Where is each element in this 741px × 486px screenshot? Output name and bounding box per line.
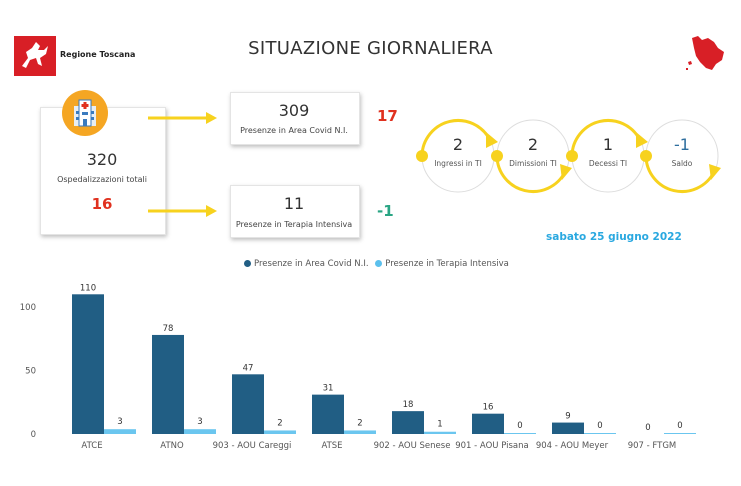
flow-value-decessi: 1 — [602, 135, 614, 154]
intensive-value: 11 — [283, 194, 305, 213]
flow-label-dimissioni: Dimissioni TI — [509, 159, 557, 168]
pegasus-icon — [22, 42, 48, 68]
org-name: Regione Toscana — [60, 50, 136, 59]
bar-covid — [472, 413, 504, 434]
report-date: sabato 25 giugno 2022 — [546, 231, 682, 243]
legend-dot-intensive — [375, 260, 383, 267]
y-tick-label: 100 — [20, 303, 36, 313]
flow-label-saldo: Saldo — [671, 159, 693, 168]
data-label-intensive: 3 — [197, 417, 202, 427]
chart-legend: Presenze in Area Covid N.I. Presenze in … — [244, 259, 509, 269]
hospital-icon — [62, 90, 108, 136]
intensive-card — [230, 185, 360, 238]
bar-intensive — [264, 430, 296, 434]
data-label-covid: 110 — [80, 283, 96, 293]
page-title: SITUAZIONE GIORNALIERA — [248, 38, 493, 59]
covid-area-delta: 17 — [377, 107, 398, 125]
data-label-intensive: 3 — [117, 417, 122, 427]
bar-covid — [392, 411, 424, 434]
flow-value-saldo: -1 — [674, 135, 690, 154]
data-label-covid: 78 — [163, 324, 174, 334]
arrow-to-covid-icon — [148, 112, 217, 124]
x-tick-label: ATNO — [160, 441, 184, 451]
legend-dot-covid — [244, 260, 251, 267]
flow-label-decessi: Decessi TI — [588, 159, 628, 168]
bar-intensive — [504, 433, 536, 434]
intensive-delta: -1 — [377, 202, 394, 220]
x-tick-label: 903 - AOU Careggi — [213, 441, 292, 451]
flow-label-ingressi: Ingressi in TI — [434, 159, 482, 168]
hospitalizations-label: Ospedalizzazioni totali — [57, 175, 147, 184]
data-label-covid: 9 — [565, 412, 570, 422]
data-label-covid: 31 — [323, 384, 334, 394]
flow-value-ingressi: 2 — [452, 135, 464, 154]
covid-area-label: Presenze in Area Covid N.I. — [240, 126, 348, 135]
data-label-covid: 0 — [645, 423, 650, 433]
legend-item-intensive: Presenze in Terapia Intensiva — [375, 259, 509, 269]
x-tick-label: 904 - AOU Meyer — [536, 441, 609, 451]
data-label-intensive: 0 — [677, 421, 682, 431]
covid-area-value: 309 — [278, 101, 310, 120]
data-label-intensive: 0 — [597, 421, 602, 431]
hospitalizations-total: 320 — [86, 150, 118, 169]
bar-covid — [152, 334, 184, 434]
data-label-covid: 18 — [403, 400, 414, 410]
legend-item-covid: Presenze in Area Covid N.I. — [244, 259, 369, 269]
hospitalizations-card — [40, 107, 166, 235]
bar-covid — [552, 422, 584, 434]
x-tick-label: 907 - FTGM — [628, 441, 677, 451]
data-label-intensive: 2 — [277, 418, 282, 428]
data-label-covid: 47 — [243, 363, 254, 373]
bar-covid — [72, 294, 104, 434]
bar-intensive — [104, 429, 136, 434]
tuscany-map-icon — [684, 32, 728, 76]
x-tick-label: ATCE — [81, 441, 102, 451]
x-tick-label: 901 - AOU Pisana — [455, 441, 529, 451]
bar-covid — [312, 394, 344, 434]
y-tick-label: 0 — [31, 430, 36, 440]
x-tick-label: ATSE — [321, 441, 342, 451]
covid-area-card — [230, 92, 360, 145]
bar-intensive — [344, 430, 376, 434]
bar-intensive — [184, 429, 216, 434]
regione-toscana-logo — [14, 36, 56, 76]
bar-covid — [232, 374, 264, 434]
intensive-label: Presenze in Terapia Intensiva — [235, 220, 353, 229]
hospitalizations-delta: 16 — [91, 195, 113, 213]
x-tick-label: 902 - AOU Senese — [374, 441, 451, 451]
bar-intensive — [424, 431, 456, 434]
data-label-covid: 16 — [483, 403, 494, 413]
flow-value-dimissioni: 2 — [527, 135, 539, 154]
data-label-intensive: 1 — [437, 420, 442, 430]
data-label-intensive: 2 — [357, 418, 362, 428]
bar-intensive — [584, 433, 616, 434]
arrow-to-intensive-icon — [148, 205, 217, 217]
y-tick-label: 50 — [25, 367, 36, 377]
data-label-intensive: 0 — [517, 421, 522, 431]
legend-label-intensive: Presenze in Terapia Intensiva — [385, 259, 509, 269]
legend-label-covid: Presenze in Area Covid N.I. — [254, 259, 369, 269]
bar-intensive — [664, 433, 696, 434]
flow-arrows-icon — [416, 119, 721, 193]
